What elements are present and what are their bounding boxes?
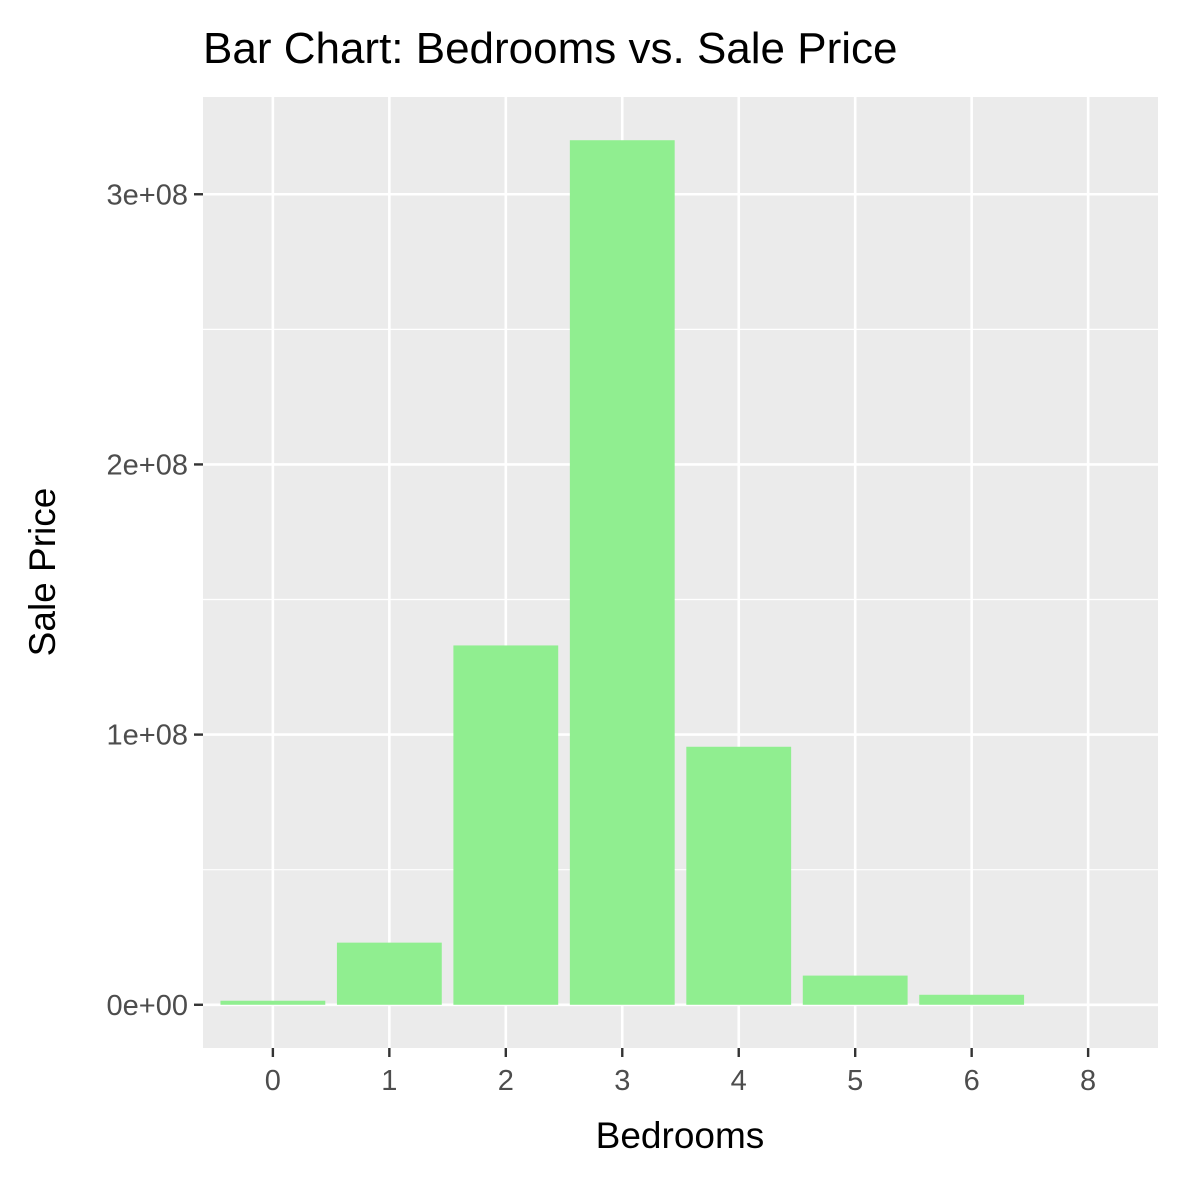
bars: [220, 140, 1025, 1005]
chart-title: Bar Chart: Bedrooms vs. Sale Price: [203, 24, 897, 73]
y-tick-label: 3e+08: [107, 179, 188, 211]
x-tick-label: 3: [614, 1065, 630, 1097]
axes: 0e+00 1e+08 2e+08 3e+08 0 1 2 3 4 5 6 8: [107, 179, 1097, 1097]
x-tick-label: 2: [498, 1065, 514, 1097]
x-axis-title: Bedrooms: [596, 1115, 765, 1156]
plot-panel: [203, 97, 1158, 1048]
x-tick-label: 4: [731, 1065, 747, 1097]
y-tick-label: 1e+08: [107, 720, 188, 752]
bar-bedrooms-0: [220, 1000, 326, 1005]
bar-bedrooms-2: [453, 645, 559, 1005]
x-tick-label: 0: [265, 1065, 281, 1097]
bar-bedrooms-5: [802, 975, 908, 1005]
x-tick-label: 8: [1080, 1065, 1096, 1097]
bar-bedrooms-3: [569, 140, 675, 1005]
bar-bedrooms-6: [919, 994, 1025, 1005]
y-axis-title: Sale Price: [22, 488, 63, 657]
y-tick-label: 2e+08: [107, 449, 188, 481]
y-tick-label: 0e+00: [107, 990, 188, 1022]
x-tick-label: 6: [964, 1065, 980, 1097]
x-tick-label: 1: [381, 1065, 397, 1097]
x-tick-label: 5: [847, 1065, 863, 1097]
bar-bedrooms-1: [336, 942, 442, 1005]
bar-bedrooms-4: [686, 746, 792, 1005]
